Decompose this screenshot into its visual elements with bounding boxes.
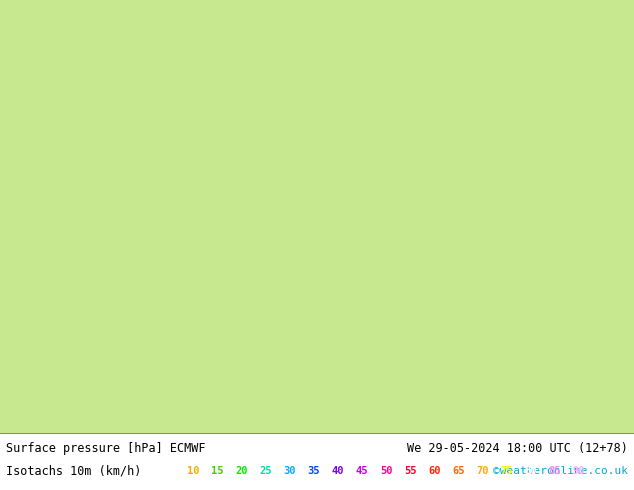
Text: 10: 10 [187,466,200,476]
Text: 30: 30 [283,466,296,476]
Text: 20: 20 [235,466,248,476]
Text: 45: 45 [356,466,368,476]
Text: ©weatheronline.co.uk: ©weatheronline.co.uk [493,466,628,476]
Text: 25: 25 [259,466,272,476]
Text: 70: 70 [476,466,489,476]
Text: 80: 80 [524,466,537,476]
Text: 65: 65 [452,466,465,476]
Text: 50: 50 [380,466,392,476]
Text: 60: 60 [428,466,441,476]
Text: 35: 35 [307,466,320,476]
Text: Isotachs 10m (km/h): Isotachs 10m (km/h) [6,465,142,478]
Text: 90: 90 [573,466,585,476]
Text: We 29-05-2024 18:00 UTC (12+78): We 29-05-2024 18:00 UTC (12+78) [407,442,628,455]
Text: 85: 85 [548,466,561,476]
Text: 75: 75 [500,466,513,476]
Text: 55: 55 [404,466,417,476]
Text: 40: 40 [332,466,344,476]
Text: 15: 15 [211,466,224,476]
Text: Surface pressure [hPa] ECMWF: Surface pressure [hPa] ECMWF [6,442,206,455]
